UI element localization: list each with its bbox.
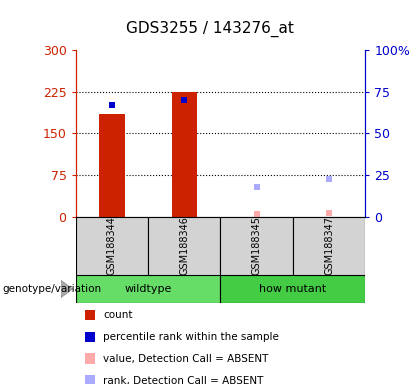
Text: wildtype: wildtype bbox=[124, 284, 172, 294]
Text: GDS3255 / 143276_at: GDS3255 / 143276_at bbox=[126, 21, 294, 37]
Bar bbox=[220, 217, 293, 275]
Bar bbox=[85, 331, 95, 343]
Polygon shape bbox=[61, 280, 73, 298]
Text: GSM188347: GSM188347 bbox=[324, 216, 334, 275]
Bar bbox=[85, 376, 95, 384]
Bar bbox=[76, 217, 148, 275]
Text: how mutant: how mutant bbox=[259, 284, 327, 294]
Text: percentile rank within the sample: percentile rank within the sample bbox=[103, 332, 279, 342]
Bar bbox=[172, 92, 197, 217]
Text: genotype/variation: genotype/variation bbox=[2, 284, 101, 294]
Bar bbox=[293, 217, 365, 275]
Bar bbox=[220, 275, 365, 303]
Text: rank, Detection Call = ABSENT: rank, Detection Call = ABSENT bbox=[103, 376, 263, 384]
Bar bbox=[85, 353, 95, 364]
Text: count: count bbox=[103, 310, 132, 320]
Bar bbox=[85, 310, 95, 320]
Bar bbox=[99, 114, 124, 217]
Text: GSM188344: GSM188344 bbox=[107, 216, 117, 275]
Text: GSM188346: GSM188346 bbox=[179, 216, 189, 275]
Bar bbox=[76, 275, 220, 303]
Bar bbox=[148, 217, 221, 275]
Text: value, Detection Call = ABSENT: value, Detection Call = ABSENT bbox=[103, 354, 268, 364]
Text: GSM188345: GSM188345 bbox=[252, 216, 262, 275]
